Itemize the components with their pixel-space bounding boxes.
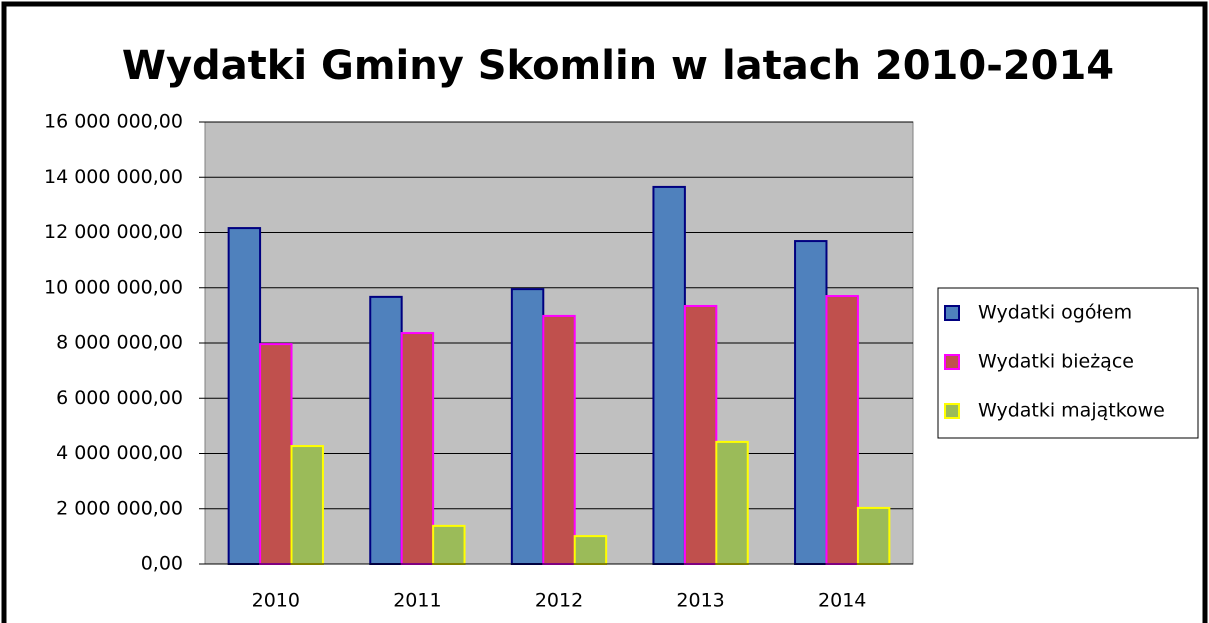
x-tick-label: 2010 [252,590,300,612]
bar [652,185,686,565]
bar [856,506,891,566]
bar [369,295,403,565]
y-tick-label: 14 000 000,00 [44,166,183,188]
legend-swatch [944,305,960,321]
x-tick-label: 2011 [393,590,441,612]
bar [683,304,718,565]
chart-title: Wydatki Gminy Skomlin w latach 2010-2014 [122,43,1114,89]
y-tick-label: 6 000 000,00 [56,387,183,409]
bar [542,314,576,565]
y-tick-label: 4 000 000,00 [56,442,183,464]
bar [290,445,324,566]
legend-swatch [944,403,960,419]
y-tick-label: 12 000 000,00 [44,221,183,243]
y-tick-label: 16 000 000,00 [44,111,183,133]
y-tick-label: 8 000 000,00 [56,332,183,354]
legend-label: Wydatki majątkowe [978,400,1165,422]
bar [715,440,749,565]
x-tick-label: 2012 [535,590,583,612]
bar [510,288,545,565]
x-tick-label: 2014 [818,590,866,612]
bar [227,227,262,566]
legend-label: Wydatki ogółem [978,302,1132,324]
bar [400,332,435,565]
y-tick-label: 10 000 000,00 [44,276,183,298]
bar [825,295,859,565]
bar [259,343,293,566]
legend [937,287,1199,439]
y-tick-label: 2 000 000,00 [56,497,183,519]
x-tick-label: 2013 [676,590,724,612]
legend-swatch [944,354,960,370]
bar [794,240,828,565]
y-tick-label: 0,00 [141,553,183,575]
bar [573,535,608,566]
legend-label: Wydatki bieżące [978,351,1134,373]
bar [432,524,466,566]
